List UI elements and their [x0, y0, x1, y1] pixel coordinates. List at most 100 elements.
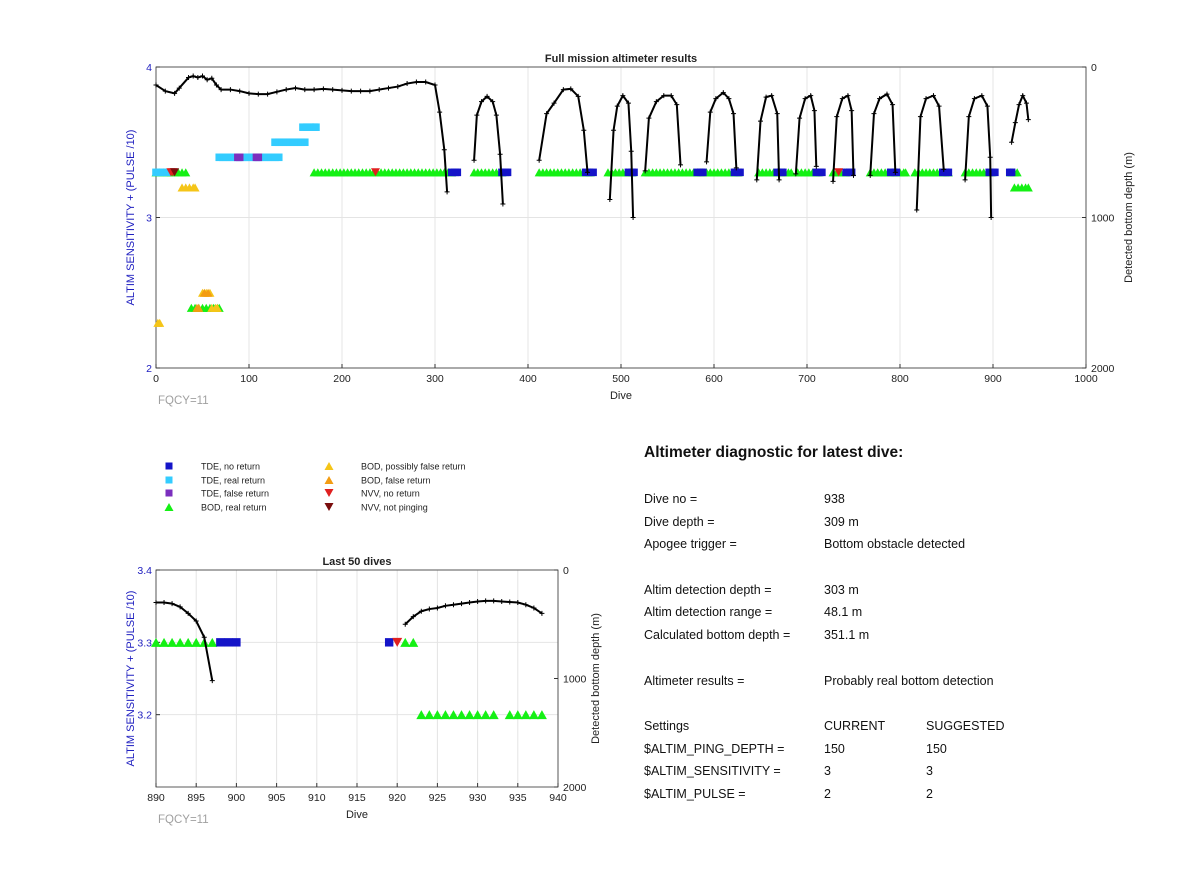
depth-series-line [869, 92, 897, 176]
depth-series-line [915, 94, 945, 211]
marker-tde-no-return [384, 638, 394, 647]
depth-series-line [755, 94, 781, 180]
depth-point [1025, 117, 1031, 123]
marker-bod-real-return [432, 710, 443, 720]
x-tick-label: 600 [705, 373, 723, 385]
depth-series-line [964, 94, 993, 218]
dive-no-label: Dive no = [644, 492, 698, 506]
altimeter-results-value: Probably real bottom detection [824, 673, 994, 688]
marker-bod-possibly-false [212, 303, 222, 312]
depth-point [499, 598, 505, 604]
depth-point [867, 172, 873, 178]
x-axis-label: Dive [346, 809, 368, 821]
depth-series-line [1010, 93, 1030, 143]
dive-depth-row: Dive depth = 309 m [644, 515, 1164, 538]
depth-point [568, 86, 574, 92]
y-tick-label: 3.2 [137, 710, 152, 722]
depth-point [218, 87, 224, 93]
depth-point [763, 94, 769, 100]
depth-point [432, 82, 438, 88]
x-tick-label: 895 [187, 792, 205, 804]
depth-point [646, 115, 652, 121]
marker-bod-real-return [207, 637, 218, 647]
depth-point [936, 103, 942, 109]
depth-point [484, 93, 490, 99]
depth-point [808, 93, 814, 99]
depth-point [367, 88, 373, 94]
x-tick-label: 940 [549, 792, 567, 804]
depth-point [884, 91, 890, 97]
depth-point [493, 112, 499, 118]
depth-point [490, 99, 496, 105]
bottom-depth-row: Calculated bottom depth = 351.1 m [644, 628, 1164, 651]
depth-point [713, 96, 719, 102]
depth-point [255, 91, 261, 97]
marker-bod-real-return [181, 168, 191, 177]
y-tick-label: 3.4 [137, 565, 152, 577]
square-icon [165, 489, 173, 497]
depth-point [620, 93, 626, 99]
legend-label: BOD, possibly false return [361, 462, 466, 472]
depth-point [339, 87, 345, 93]
depth-point [209, 678, 215, 684]
setting-suggested: 2 [926, 786, 933, 801]
depth-point [830, 178, 836, 184]
depth-point [726, 96, 732, 102]
depth-point [611, 127, 617, 133]
depth-point [358, 88, 364, 94]
legend-item: BOD, real return [164, 503, 267, 513]
depth-point [720, 90, 726, 96]
y2-tick-label: 0 [563, 565, 569, 577]
marker-bod-real-return [183, 637, 194, 647]
marker-bod-real-return [488, 710, 499, 720]
suggested-header: SUGGESTED [926, 718, 1005, 733]
square-icon [165, 476, 173, 484]
bottom-depth-label: Calculated bottom depth = [644, 628, 791, 643]
depth-point [227, 87, 233, 93]
marker-tde-real-return [163, 168, 171, 177]
legend-label: BOD, false return [361, 476, 431, 486]
depth-point [500, 201, 506, 207]
depth-point [265, 91, 271, 97]
depth-point [418, 608, 424, 614]
depth-point [971, 96, 977, 102]
depth-point [849, 108, 855, 114]
legend-item: NVV, not pinging [324, 503, 428, 513]
y2-axis-label: Detected bottom depth (m) [590, 613, 602, 744]
depth-point [475, 598, 481, 604]
depth-point [581, 127, 587, 133]
depth-point [283, 87, 289, 93]
depth-point [320, 86, 326, 92]
depth-point [536, 157, 542, 163]
marker-nvv-no-return [392, 637, 403, 647]
marker-bod-real-return [151, 637, 161, 647]
setting-name: $ALTIM_PING_DEPTH = [644, 741, 785, 756]
depth-point [979, 93, 985, 99]
x-tick-label: 890 [147, 792, 165, 804]
y-tick-label: 3.3 [137, 637, 152, 649]
depth-point [923, 96, 929, 102]
setting-current: 3 [824, 764, 831, 779]
setting-name: $ALTIM_PULSE = [644, 786, 746, 801]
diagnostic-title: Altimeter diagnostic for latest dive: [644, 444, 904, 461]
depth-point [834, 114, 840, 120]
x-tick-label: 925 [429, 792, 447, 804]
marker-nvv-no-return [834, 168, 844, 177]
full-mission-chart: 0 100 200 300 400 500 600 700 800 900 1000 2 3 4 0 1000… [125, 53, 1135, 407]
legend-label: NVV, not pinging [361, 503, 428, 513]
depth-point [497, 151, 503, 157]
marker-bod-real-return [456, 710, 467, 720]
x-tick-label: 100 [240, 373, 258, 385]
marker-bod-real-return [400, 637, 411, 647]
marker-tde-real-return [312, 123, 320, 131]
chart-title: Last 50 dives [322, 556, 391, 568]
depth-point [776, 177, 782, 183]
marker-bod-false [203, 288, 213, 297]
depth-point [987, 154, 993, 160]
legend-item: NVV, no return [324, 489, 420, 499]
depth-point [237, 88, 243, 94]
x-tick-label: 900 [984, 373, 1002, 385]
depth-point [758, 118, 763, 124]
marker-tde-no-return [224, 638, 233, 647]
depth-point [483, 598, 489, 604]
